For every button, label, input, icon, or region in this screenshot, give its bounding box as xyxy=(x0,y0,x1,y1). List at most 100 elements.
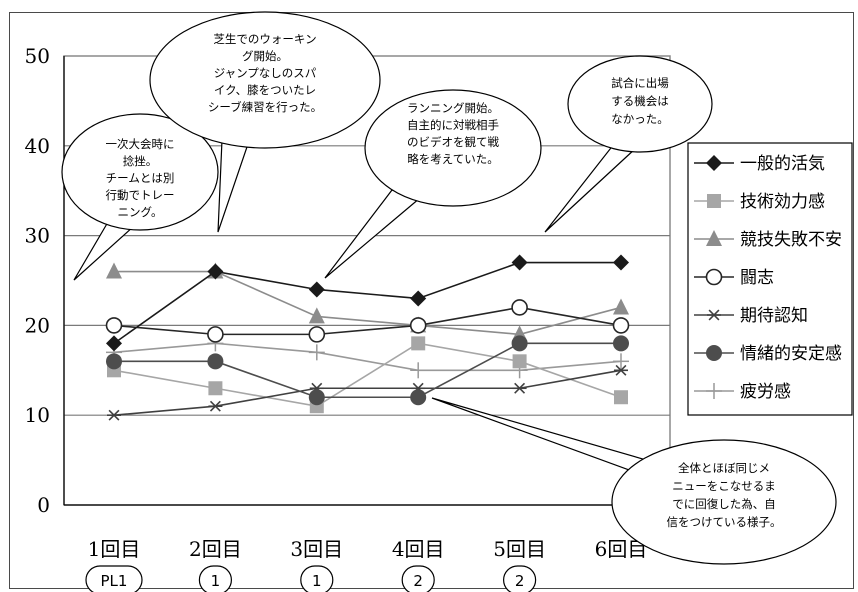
annotation-text: する機会は xyxy=(611,94,669,108)
diamond-marker xyxy=(511,254,528,271)
filled-circle-marker xyxy=(308,389,325,406)
data-point xyxy=(106,262,122,279)
session-label: 1 xyxy=(312,572,322,590)
square-marker xyxy=(707,194,721,208)
annotation-text: 試合に出場 xyxy=(611,76,669,90)
data-point xyxy=(613,298,629,315)
square-marker xyxy=(411,336,426,351)
legend-label: 闘志 xyxy=(740,268,774,288)
triangle-marker xyxy=(706,230,722,246)
series-line xyxy=(113,261,621,345)
session-label: PL1 xyxy=(101,572,128,590)
data-point xyxy=(107,409,121,421)
legend-label: 競技失敗不安 xyxy=(740,230,842,250)
data-point xyxy=(105,317,123,334)
series-line xyxy=(113,306,622,336)
triangle-marker xyxy=(106,262,122,279)
session-badge xyxy=(300,565,334,592)
data-point xyxy=(613,335,629,352)
data-point xyxy=(706,345,722,361)
annotation-text: 自主的に対戦相手 xyxy=(407,118,499,132)
series-line xyxy=(113,342,622,372)
y-tick-label: 20 xyxy=(25,313,50,337)
open-circle-marker xyxy=(207,326,224,343)
star-stroke xyxy=(615,364,627,376)
data-point xyxy=(410,290,427,307)
data-point xyxy=(612,317,630,334)
star-stroke xyxy=(108,409,120,421)
bubble-body xyxy=(364,89,542,207)
data-point xyxy=(613,353,629,370)
diamond-marker xyxy=(613,254,629,271)
annotation-text: のビデオを観て戦 xyxy=(407,135,499,149)
data-point xyxy=(512,354,527,369)
data-point xyxy=(511,254,528,271)
star-stroke xyxy=(209,400,221,412)
open-circle-marker xyxy=(308,326,326,343)
data-point xyxy=(707,309,721,321)
filled-circle-marker xyxy=(207,353,224,370)
filled-circle-marker xyxy=(410,389,427,406)
data-point xyxy=(207,263,224,280)
data-point xyxy=(706,230,722,246)
triangle-marker xyxy=(308,307,325,324)
star-stroke xyxy=(708,309,720,321)
data-point xyxy=(308,344,325,361)
data-point xyxy=(512,382,527,394)
triangle-marker xyxy=(613,298,629,315)
data-point xyxy=(705,268,723,286)
series-4 xyxy=(105,299,630,343)
data-point xyxy=(410,389,427,406)
session-badge xyxy=(85,565,143,592)
annotation-bubble: 芝生でのウォーキング開始。ジャンプなしのスパイク、膝をついたレシーブ練習を行った… xyxy=(149,11,381,233)
filled-circle-marker xyxy=(613,335,629,352)
session-badge xyxy=(198,565,232,592)
annotation-text: 全体とほぼ同じメ xyxy=(678,461,770,475)
session-label: 2 xyxy=(515,572,525,590)
data-point xyxy=(308,326,326,343)
legend-label: 技術効力感 xyxy=(740,192,825,212)
x-tick-label: 5回目 xyxy=(493,537,546,561)
annotation-text: 芝生でのウォーキン xyxy=(213,32,316,46)
data-point xyxy=(207,353,224,370)
annotation-text: なかった。 xyxy=(611,112,669,126)
session-badge xyxy=(401,565,435,592)
diamond-marker xyxy=(308,281,325,298)
data-point xyxy=(706,155,722,171)
diamond-marker xyxy=(706,155,722,171)
data-point xyxy=(411,336,426,351)
bubble-body xyxy=(567,55,713,153)
bubble-body xyxy=(61,113,219,231)
annotation-text: シーブ練習を行った。 xyxy=(208,100,322,114)
data-point xyxy=(511,299,528,316)
diamond-marker xyxy=(207,263,224,280)
x-tick-label: 3回目 xyxy=(290,537,343,561)
open-circle-marker xyxy=(705,268,723,286)
series-6 xyxy=(106,335,629,406)
data-point xyxy=(613,254,629,271)
data-point xyxy=(208,381,223,396)
filled-circle-marker xyxy=(706,345,722,361)
series-line xyxy=(113,342,622,408)
y-tick-label: 40 xyxy=(25,134,50,158)
annotation-text: イク、膝をついたレ xyxy=(214,83,316,97)
annotation-text: ランニング開始。 xyxy=(407,101,499,115)
data-point xyxy=(308,281,325,298)
y-tick-label: 0 xyxy=(37,493,50,517)
data-point xyxy=(207,326,224,343)
x-tick-label: 1回目 xyxy=(88,537,141,561)
data-point xyxy=(707,194,721,208)
series-1 xyxy=(106,254,629,352)
data-point xyxy=(614,390,628,405)
x-tick-label: 2回目 xyxy=(189,537,242,561)
data-point xyxy=(106,335,122,352)
data-point xyxy=(208,400,223,412)
bubble-body xyxy=(149,11,381,149)
data-point xyxy=(410,362,427,379)
open-circle-marker xyxy=(511,299,528,316)
annotation-text: ジャンプなしのスパ xyxy=(214,66,317,80)
